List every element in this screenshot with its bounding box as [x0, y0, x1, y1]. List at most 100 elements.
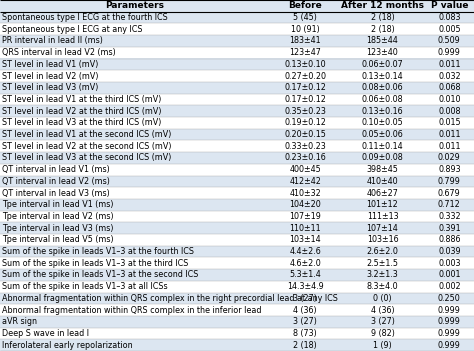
Text: ST level in lead V3 at the third ICS (mV): ST level in lead V3 at the third ICS (mV… [2, 118, 161, 127]
Text: ST level in lead V2 at the third ICS (mV): ST level in lead V2 at the third ICS (mV… [2, 107, 161, 115]
Text: 0.391: 0.391 [438, 224, 461, 233]
Bar [0, 199, 474, 211]
Text: P value: P value [430, 1, 468, 10]
Text: 0.015: 0.015 [438, 118, 461, 127]
Bar [0, 327, 474, 339]
Text: 4.4±2.6: 4.4±2.6 [290, 247, 321, 256]
Text: Spontaneous type I ECG at the fourth ICS: Spontaneous type I ECG at the fourth ICS [2, 13, 168, 22]
Text: 0.002: 0.002 [438, 282, 461, 291]
Text: 4.6±2.0: 4.6±2.0 [290, 259, 321, 268]
Bar [0, 234, 474, 246]
Text: 2 (18): 2 (18) [371, 25, 394, 34]
Text: 8.3±4.0: 8.3±4.0 [367, 282, 398, 291]
Text: QT interval in lead V1 (ms): QT interval in lead V1 (ms) [2, 165, 109, 174]
Text: 0.008: 0.008 [438, 107, 461, 115]
Bar [0, 164, 474, 176]
Text: 0.011: 0.011 [438, 130, 461, 139]
Text: 0.011: 0.011 [438, 142, 461, 151]
Text: 3 (27): 3 (27) [371, 317, 394, 326]
Text: 0.10±0.05: 0.10±0.05 [362, 118, 403, 127]
Text: Before: Before [288, 1, 322, 10]
Text: 0.17±0.12: 0.17±0.12 [284, 95, 326, 104]
Bar [0, 339, 474, 351]
Text: 123±40: 123±40 [367, 48, 398, 57]
Bar [0, 222, 474, 234]
Text: 412±42: 412±42 [289, 177, 321, 186]
Text: ST level in lead V1 (mV): ST level in lead V1 (mV) [2, 60, 98, 69]
Text: 2.5±1.5: 2.5±1.5 [366, 259, 399, 268]
Text: 183±41: 183±41 [290, 37, 321, 45]
Bar [0, 246, 474, 257]
Text: 400±45: 400±45 [290, 165, 321, 174]
Text: 0.029: 0.029 [438, 153, 461, 163]
Text: 0.039: 0.039 [438, 247, 461, 256]
Text: ST level in lead V1 at the second ICS (mV): ST level in lead V1 at the second ICS (m… [2, 130, 171, 139]
Text: ST level in lead V3 at the second ICS (mV): ST level in lead V3 at the second ICS (m… [2, 153, 171, 163]
Bar [0, 281, 474, 292]
Text: 8 (73): 8 (73) [293, 329, 317, 338]
Text: Tpe interval in lead V3 (ms): Tpe interval in lead V3 (ms) [2, 224, 113, 233]
Text: 4 (36): 4 (36) [293, 306, 317, 314]
Text: 14.3±4.9: 14.3±4.9 [287, 282, 324, 291]
Bar [0, 0, 474, 12]
Text: 0.35±0.23: 0.35±0.23 [284, 107, 326, 115]
Text: Abnormal fragmentation within QRS complex in the right precordial lead at any IC: Abnormal fragmentation within QRS comple… [2, 294, 338, 303]
Bar [0, 152, 474, 164]
Text: Deep S wave in lead I: Deep S wave in lead I [2, 329, 89, 338]
Bar [0, 187, 474, 199]
Text: 123±47: 123±47 [289, 48, 321, 57]
Text: 410±40: 410±40 [367, 177, 398, 186]
Text: 110±11: 110±11 [290, 224, 321, 233]
Text: 0.679: 0.679 [438, 188, 461, 198]
Text: 0.06±0.07: 0.06±0.07 [362, 60, 403, 69]
Text: 0.886: 0.886 [438, 236, 461, 244]
Text: Sum of the spike in leads V1–3 at the second ICS: Sum of the spike in leads V1–3 at the se… [2, 271, 198, 279]
Text: 0.17±0.12: 0.17±0.12 [284, 83, 326, 92]
Text: 0.712: 0.712 [438, 200, 461, 209]
Bar [0, 140, 474, 152]
Text: 0.011: 0.011 [438, 60, 461, 69]
Text: 0.13±0.14: 0.13±0.14 [362, 72, 403, 80]
Bar [0, 35, 474, 47]
Text: 1 (9): 1 (9) [373, 341, 392, 350]
Bar [0, 316, 474, 327]
Text: 3 (27): 3 (27) [293, 317, 317, 326]
Text: 0.23±0.16: 0.23±0.16 [284, 153, 326, 163]
Text: QT interval in lead V2 (ms): QT interval in lead V2 (ms) [2, 177, 110, 186]
Text: 0.05±0.06: 0.05±0.06 [362, 130, 403, 139]
Text: ST level in lead V2 at the second ICS (mV): ST level in lead V2 at the second ICS (m… [2, 142, 172, 151]
Bar [0, 211, 474, 222]
Text: 9 (82): 9 (82) [371, 329, 394, 338]
Text: 2 (18): 2 (18) [293, 341, 317, 350]
Text: 0.20±0.15: 0.20±0.15 [284, 130, 326, 139]
Text: 107±19: 107±19 [289, 212, 321, 221]
Text: 0.005: 0.005 [438, 25, 461, 34]
Text: Inferolateral early repolarization: Inferolateral early repolarization [2, 341, 133, 350]
Text: 5.3±1.4: 5.3±1.4 [290, 271, 321, 279]
Text: 0.893: 0.893 [438, 165, 461, 174]
Text: 406±27: 406±27 [366, 188, 399, 198]
Text: Abnormal fragmentation within QRS complex in the inferior lead: Abnormal fragmentation within QRS comple… [2, 306, 261, 314]
Bar [0, 12, 474, 24]
Text: 0.999: 0.999 [438, 306, 461, 314]
Text: 0.13±0.10: 0.13±0.10 [284, 60, 326, 69]
Bar [0, 105, 474, 117]
Text: 4 (36): 4 (36) [371, 306, 394, 314]
Text: 3 (27): 3 (27) [293, 294, 317, 303]
Text: Tpe interval in lead V1 (ms): Tpe interval in lead V1 (ms) [2, 200, 113, 209]
Text: QT interval in lead V3 (ms): QT interval in lead V3 (ms) [2, 188, 109, 198]
Text: 0.999: 0.999 [438, 329, 461, 338]
Text: 410±32: 410±32 [290, 188, 321, 198]
Text: 111±13: 111±13 [367, 212, 398, 221]
Text: 398±45: 398±45 [366, 165, 399, 174]
Text: 0.799: 0.799 [438, 177, 461, 186]
Text: 0.08±0.06: 0.08±0.06 [362, 83, 403, 92]
Text: 0.11±0.14: 0.11±0.14 [362, 142, 403, 151]
Text: 0.999: 0.999 [438, 341, 461, 350]
Text: 2.6±2.0: 2.6±2.0 [366, 247, 399, 256]
Bar [0, 94, 474, 105]
Bar [0, 24, 474, 35]
Text: Sum of the spike in leads V1–3 at the third ICS: Sum of the spike in leads V1–3 at the th… [2, 259, 188, 268]
Text: 0.27±0.20: 0.27±0.20 [284, 72, 326, 80]
Text: 0.06±0.08: 0.06±0.08 [362, 95, 403, 104]
